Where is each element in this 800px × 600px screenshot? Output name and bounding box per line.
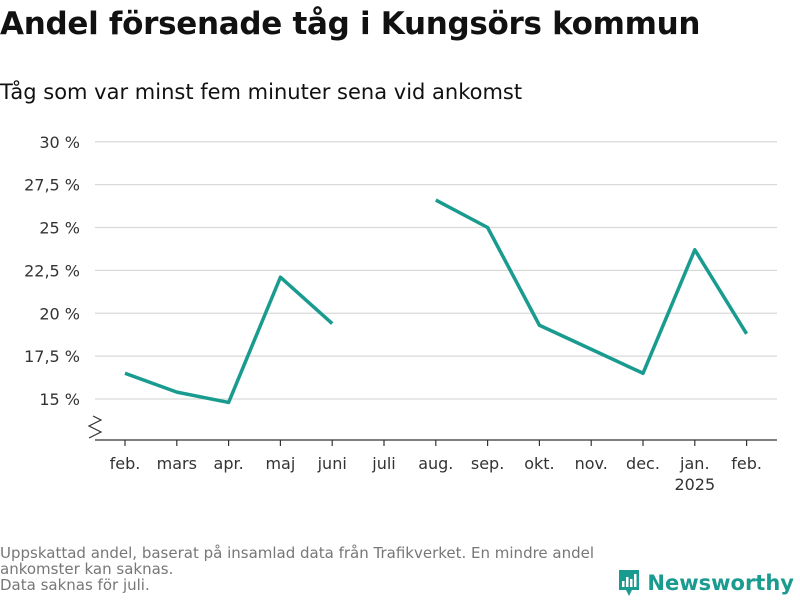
newsworthy-logo-icon	[619, 570, 640, 596]
x-tick-label: apr.	[214, 454, 244, 473]
x-tick-label: nov.	[575, 454, 608, 473]
x-tick-label: feb.	[110, 454, 141, 473]
x-tick-label: maj	[265, 454, 295, 473]
chart-subtitle: Tåg som var minst fem minuter sena vid a…	[0, 80, 523, 104]
brand-name: Newsworthy	[647, 571, 794, 595]
x-tick-label: feb.	[731, 454, 762, 473]
x-tick-label: sep.	[471, 454, 504, 473]
x-tick-label: okt.	[524, 454, 554, 473]
footnote: Uppskattad andel, baserat på insamlad da…	[0, 545, 640, 593]
y-tick-label: 27,5 %	[24, 176, 80, 195]
x-tick-sublabel: 2025	[674, 475, 715, 494]
x-tick-label: aug.	[418, 454, 453, 473]
x-tick-label: jan.	[679, 454, 709, 473]
x-tick-label: juni	[317, 454, 347, 473]
x-tick-label: dec.	[626, 454, 660, 473]
y-tick-label: 30 %	[39, 133, 80, 152]
y-tick-label: 22,5 %	[24, 261, 80, 280]
series-line	[124, 275, 334, 405]
series-line	[434, 198, 749, 376]
x-tick-label: mars	[157, 454, 197, 473]
footnote-line: ankomster kan saknas.	[0, 560, 174, 578]
footnote-line: Data saknas för juli.	[0, 576, 150, 594]
footnote-line: Uppskattad andel, baserat på insamlad da…	[0, 544, 595, 562]
newsworthy-logo: Newsworthy	[617, 568, 794, 598]
axis-break-icon	[87, 415, 103, 439]
x-tick-label: juli	[371, 454, 395, 473]
chart-title: Andel försenade tåg i Kungsörs kommun	[0, 6, 701, 42]
y-tick-label: 20 %	[39, 304, 80, 323]
y-tick-label: 25 %	[39, 219, 80, 238]
y-tick-label: 15 %	[39, 390, 80, 409]
y-tick-label: 17,5 %	[24, 347, 80, 366]
